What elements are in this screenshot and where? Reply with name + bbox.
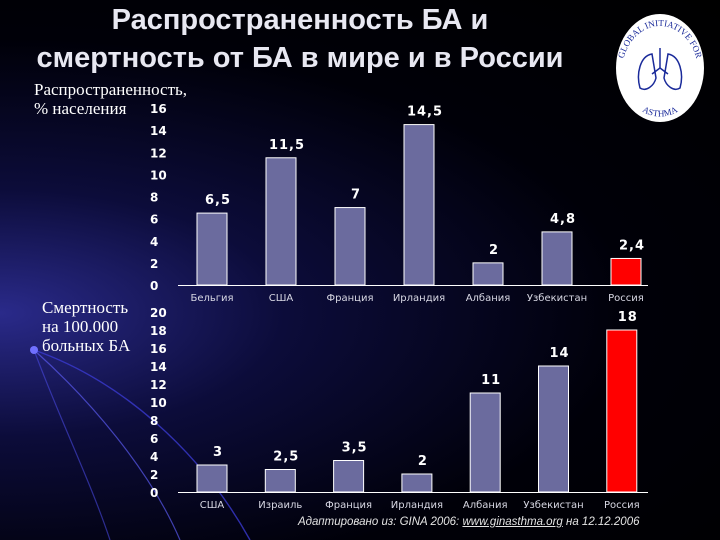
page-title-line1: Распространенность БА и: [111, 4, 489, 36]
prevalence-data-label-2: 7: [351, 188, 361, 203]
mortality-category-6: Россия: [604, 500, 640, 511]
lungs-icon: [637, 48, 683, 90]
prevalence-data-label-4: 2: [489, 243, 499, 258]
prevalence-data-label-3: 14,5: [407, 105, 443, 120]
prevalence-category-2: Франция: [327, 293, 374, 304]
prevalence-ytick-2: 2: [150, 257, 158, 271]
mortality-ytick-4: 4: [150, 450, 158, 464]
mortality-ytick-20: 20: [150, 306, 167, 320]
mortality-axis-label: Смертность на 100.000 больных БА: [42, 298, 131, 355]
mortality-chart: 0 2 4 6 8 10 12 14 16 18 20 3 США 2,5 Израиль 3,5 Франци…: [150, 306, 648, 511]
mortality-bar-1: [264, 469, 296, 493]
prevalence-ytick-8: 8: [150, 191, 158, 205]
prevalence-bar-4: [472, 262, 504, 286]
prevalence-bar-0: [196, 212, 228, 286]
mortality-data-label-2: 3,5: [342, 441, 368, 456]
mortality-data-label-5: 14: [549, 346, 569, 361]
mortality-bar-0: [196, 464, 228, 493]
source-link[interactable]: www.ginasthma.org: [462, 516, 563, 528]
prevalence-bar-6: [610, 257, 642, 286]
prevalence-category-4: Албания: [466, 293, 511, 304]
prevalence-ytick-10: 10: [150, 168, 167, 182]
prevalence-bar-3: [403, 124, 435, 286]
prevalence-ytick-0: 0: [150, 279, 158, 293]
page-title-line2: смертность от БА в мире и в России: [36, 42, 564, 74]
prevalence-bar-5: [541, 231, 573, 286]
prevalence-data-label-6: 2,4: [619, 238, 645, 253]
mortality-ytick-16: 16: [150, 342, 167, 356]
source-citation: Адаптировано из: GINA 2006: www.ginasthm…: [298, 516, 639, 528]
mortality-data-label-1: 2,5: [273, 450, 299, 465]
mortality-category-3: Ирландия: [391, 500, 443, 511]
prevalence-ytick-16: 16: [150, 102, 167, 116]
prevalence-ytick-14: 14: [150, 124, 167, 138]
mortality-data-label-3: 2: [418, 454, 428, 469]
prevalence-ytick-6: 6: [150, 213, 158, 227]
gina-logo: GLOBAL INITIATIVE FOR ASTHMA: [612, 12, 708, 128]
prevalence-data-label-0: 6,5: [205, 193, 231, 208]
prevalence-data-label-1: 11,5: [269, 138, 305, 153]
mortality-bar-3: [401, 473, 433, 493]
mortality-category-1: Израиль: [258, 500, 302, 511]
prevalence-category-3: Ирландия: [393, 293, 445, 304]
mortality-ytick-14: 14: [150, 360, 167, 374]
mortality-category-5: Узбекистан: [523, 500, 583, 511]
mortality-bar-4: [469, 392, 501, 493]
bullet-dot: [30, 346, 38, 354]
mortality-data-label-6: 18: [618, 310, 638, 325]
prevalence-category-0: Бельгия: [190, 293, 233, 304]
mortality-ytick-6: 6: [150, 432, 158, 446]
mortality-ytick-18: 18: [150, 324, 167, 338]
prevalence-bar-1: [265, 157, 297, 286]
prevalence-category-5: Узбекистан: [527, 293, 587, 304]
prevalence-ytick-4: 4: [150, 235, 158, 249]
prevalence-category-6: Россия: [608, 293, 644, 304]
mortality-data-label-4: 11: [481, 373, 501, 388]
mortality-bar-6: [606, 329, 638, 493]
mortality-ytick-2: 2: [150, 468, 158, 482]
prevalence-axis-label: Распространенность, % населения: [34, 80, 188, 118]
prevalence-data-label-5: 4,8: [550, 212, 576, 227]
mortality-category-0: США: [200, 500, 225, 511]
prevalence-ytick-12: 12: [150, 146, 167, 160]
mortality-ytick-8: 8: [150, 414, 158, 428]
mortality-ytick-10: 10: [150, 396, 167, 410]
mortality-category-4: Албания: [463, 500, 508, 511]
source-prefix: Адаптировано из: GINA 2006:: [298, 516, 463, 528]
mortality-bar-2: [333, 460, 365, 493]
mortality-ytick-0: 0: [150, 486, 158, 500]
prevalence-category-1: США: [269, 293, 294, 304]
mortality-ytick-12: 12: [150, 378, 167, 392]
prevalence-chart: 0 2 4 6 8 10 12 14 16 6,5 Бельгия 11,5 США 7 Франция 14…: [150, 102, 648, 304]
mortality-data-label-0: 3: [213, 445, 223, 460]
mortality-bar-5: [538, 365, 569, 493]
mortality-category-2: Франция: [325, 500, 372, 511]
prevalence-bar-2: [334, 207, 366, 286]
source-suffix: на 12.12.2006: [562, 516, 640, 528]
logo-text-bottom: ASTHMA: [641, 104, 680, 119]
